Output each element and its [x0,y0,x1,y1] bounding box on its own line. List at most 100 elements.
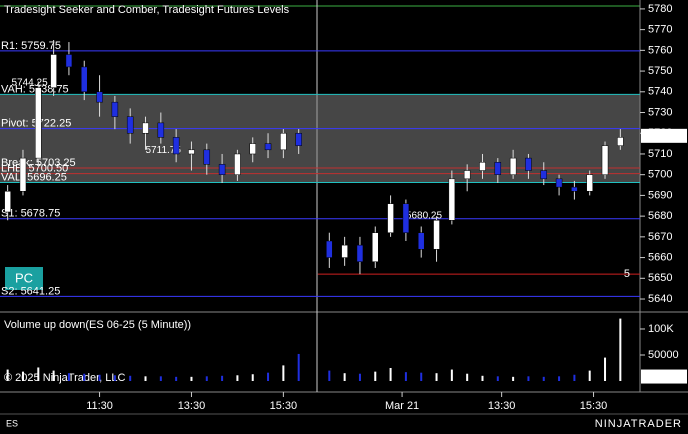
candle-body [494,162,502,175]
volume-bar [37,367,40,382]
candle-body [19,157,27,192]
candle-body [372,232,379,262]
candle-body [203,149,211,165]
x-tick-label: 13:30 [488,400,516,412]
y-tick-label: 5670 [648,231,672,243]
volume-bar [6,369,9,382]
volume-bar [527,376,530,382]
volume-bar [420,372,423,382]
level-label: R1: 5759.75 [1,40,61,52]
last-price-box [641,128,687,143]
volume-bar [144,376,147,382]
volume-bar [573,374,576,382]
volume-bar [221,375,224,382]
candle-body [249,143,256,155]
volume-bar [404,372,407,382]
candle-body [280,132,287,151]
volume-bar [481,375,484,382]
volume-bar [450,369,453,382]
candle-body [417,232,425,250]
candle-body [50,54,57,88]
x-tick-label: 13:30 [178,400,206,412]
brand: NINJATRADER [595,418,682,430]
volume-bar [512,376,515,382]
candle-body [142,122,149,134]
x-tick-label: 15:30 [270,400,298,412]
volume-bar [175,376,178,382]
tab-label[interactable]: ES [6,418,18,428]
candle-body [540,170,548,180]
volume-bar [98,374,101,382]
y-tick-label: 5710 [648,148,672,160]
candle-body [218,164,226,175]
annotation: 5744.25 [11,78,48,89]
candle-body [555,178,563,188]
level-label: S2: 5641.25 [1,285,60,297]
y-tick-label: 5740 [648,86,672,98]
volume-bar [21,371,24,382]
x-tick-label: 11:30 [86,400,113,412]
volume-bar [113,375,116,382]
volume-title: Volume up down(ES 06-25 (5 Minute)) [4,319,191,331]
volume-bar [83,373,86,382]
volume-bar [190,376,193,382]
volume-bar [619,318,622,382]
level-label: VAL: 5696.25 [1,171,67,183]
candle-body [172,137,180,155]
volume-bar [67,373,70,382]
volume-bar [297,353,300,382]
y-tick-label: 50000 [648,349,679,361]
candle-body [509,157,517,175]
y-tick-label: 5780 [648,3,672,15]
x-tick-label: Mar 21 [385,400,419,412]
annotation: 5680.25 [406,210,443,221]
volume-bar [52,370,55,382]
candle-body [96,91,103,103]
annotation: 5711.75 [146,145,182,156]
candle-body [617,137,624,146]
candle-body [4,191,11,213]
candle-body [234,153,241,175]
volume-bar [466,373,469,382]
volume-bar [205,376,208,382]
volume-bar [542,376,545,382]
pc-button-label[interactable]: PC [15,270,33,285]
y-tick-label: 5730 [648,106,672,118]
chart-title: Tradesight Seeker and Comber, Tradesight… [4,4,290,16]
pc-button[interactable] [5,267,43,290]
volume-bar [251,374,254,382]
candle-body [463,170,471,180]
candle-body [111,101,119,117]
candle-body [80,66,88,93]
volume-bar [558,376,561,382]
candle-body [525,157,532,171]
y-tick-label: 5650 [648,272,672,284]
volume-bar [389,367,392,382]
candle-body [341,244,348,258]
y-tick-label: 5690 [648,189,672,201]
volume-bar [496,376,499,382]
volume-bar [267,372,270,382]
volume-bar [328,370,331,382]
candle-body [188,149,195,155]
volume-bar [435,373,438,382]
last-value-label: 8576 [646,370,670,382]
volume-bar [374,371,377,382]
volume-bar [159,376,162,382]
last-value-box [641,369,687,384]
y-tick-label: 5700 [648,169,672,181]
candle-body [65,54,73,68]
candle-body [571,186,578,192]
y-tick-label: 5760 [648,44,672,56]
y-tick-label: 5640 [648,293,672,305]
candle-body [326,240,333,258]
last-price-label: 5718.75 [646,130,686,142]
candle-body [402,203,410,233]
y-tick-label: 5680 [648,210,672,222]
candle-body [586,174,593,192]
candle-body [126,116,134,134]
target-label: 5 [624,268,630,280]
candle-body [387,203,394,233]
